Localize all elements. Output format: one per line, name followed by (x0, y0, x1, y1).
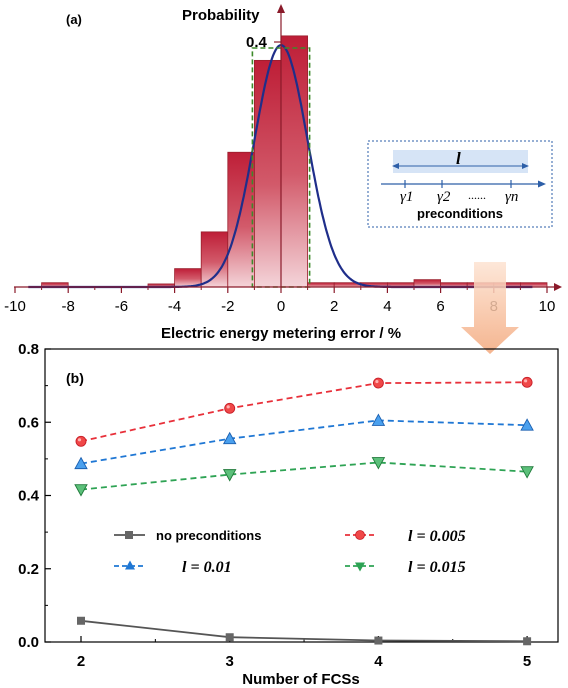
data-point (75, 435, 87, 447)
legend-item-l-0015: l = 0.015 (345, 559, 466, 576)
preconditions-inset: l γ1 γ2 ...... γn preconditions (367, 140, 553, 228)
data-point (74, 456, 88, 470)
l-band (393, 150, 528, 173)
x-tick-label: 4 (383, 298, 391, 315)
x-axis-label-a: Electric energy metering error / % (161, 325, 401, 342)
connector-arrow (461, 262, 519, 354)
histogram-bar (307, 282, 335, 288)
y-axis-label: Probability (182, 7, 260, 24)
data-point (520, 466, 534, 479)
data-point (222, 469, 237, 482)
x-tick-label: 4 (374, 653, 383, 670)
data-point-highlight (375, 379, 379, 384)
series-line (80, 619, 528, 643)
x-tick-label: -2 (221, 298, 234, 315)
gamma-2-label: γ2 (437, 189, 451, 205)
panel-a-label: (a) (66, 12, 82, 27)
y-tick-label: 0.4 (246, 34, 268, 51)
data-point (523, 637, 532, 646)
y-tick-label: 0.2 (18, 561, 39, 578)
x-tick-label: 10 (539, 298, 556, 315)
series-line (80, 381, 528, 443)
x-tick-label: 6 (436, 298, 444, 315)
data-point (520, 418, 534, 431)
inset-caption: preconditions (417, 206, 503, 221)
data-point (372, 377, 384, 389)
x-tick-label: 2 (330, 298, 338, 315)
legend-item-l-0005: l = 0.005 (345, 528, 466, 545)
histogram-bar (200, 231, 229, 288)
legend: no preconditions l = 0.005 l = 0.01 l = … (114, 528, 466, 576)
gamma-ellipsis: ...... (468, 188, 486, 202)
histogram-bar (413, 279, 442, 288)
x-tick-label: -4 (168, 298, 181, 315)
data-point (77, 616, 85, 625)
x-tick-label: -8 (62, 298, 75, 315)
data-point (225, 633, 234, 642)
plot-frame-b (44, 348, 559, 643)
legend-item-no-preconditions: no preconditions (114, 528, 261, 543)
l-left-arrow (392, 163, 399, 169)
legend-label: l = 0.015 (408, 559, 466, 576)
data-point (371, 413, 386, 426)
x-tick-label: 3 (226, 653, 234, 670)
gamma-1-label: γ1 (400, 189, 413, 205)
x-tick-label: -10 (4, 298, 26, 315)
x-tick-label: 2 (77, 653, 85, 670)
data-point-highlight (524, 379, 528, 383)
x-tick-label: 0 (277, 298, 285, 315)
legend-label: no preconditions (156, 528, 261, 543)
panel-b-label: (b) (66, 370, 84, 386)
histogram-bar (227, 151, 255, 288)
gamma-n-label: γn (505, 189, 518, 205)
y-ticks-b: 0.0 0.2 0.4 0.6 0.8 (18, 341, 51, 651)
legend-label: l = 0.01 (182, 559, 232, 576)
data-point (371, 457, 386, 470)
legend-label: l = 0.005 (408, 528, 466, 545)
y-tick-label: 0.8 (18, 341, 39, 358)
panel-a: (a) Probability 0.4 -10-8-6-4-20246810 E… (4, 4, 562, 354)
y-tick-label: 0.6 (18, 414, 39, 431)
histogram-bar (253, 59, 282, 288)
data-point (374, 636, 383, 645)
data-point (521, 376, 533, 388)
y-axis-arrow (277, 4, 285, 13)
data-point-highlight (77, 438, 82, 442)
line-series (74, 376, 534, 646)
x-axis-label-b: Number of FCSs (242, 671, 360, 688)
y-tick-label: 0.4 (18, 488, 40, 505)
x-tick-label: -6 (115, 298, 128, 315)
data-point (224, 402, 236, 414)
legend-item-l-001: l = 0.01 (114, 559, 232, 576)
y-tick-label: 0.0 (18, 634, 39, 651)
x-tick-label: 5 (523, 653, 531, 670)
histogram-bars (41, 35, 548, 288)
x-axis-arrow (554, 283, 562, 291)
data-point (222, 431, 237, 445)
x-ticks-a: -10-8-6-4-20246810 (4, 287, 555, 315)
series-line (80, 461, 528, 491)
l-label: l (456, 149, 461, 168)
gamma-axis-arrow (538, 180, 546, 188)
histogram-bar (280, 35, 309, 288)
series-line (80, 419, 528, 465)
l-right-arrow (522, 163, 529, 169)
data-point-highlight (226, 405, 230, 409)
data-point (74, 484, 88, 497)
